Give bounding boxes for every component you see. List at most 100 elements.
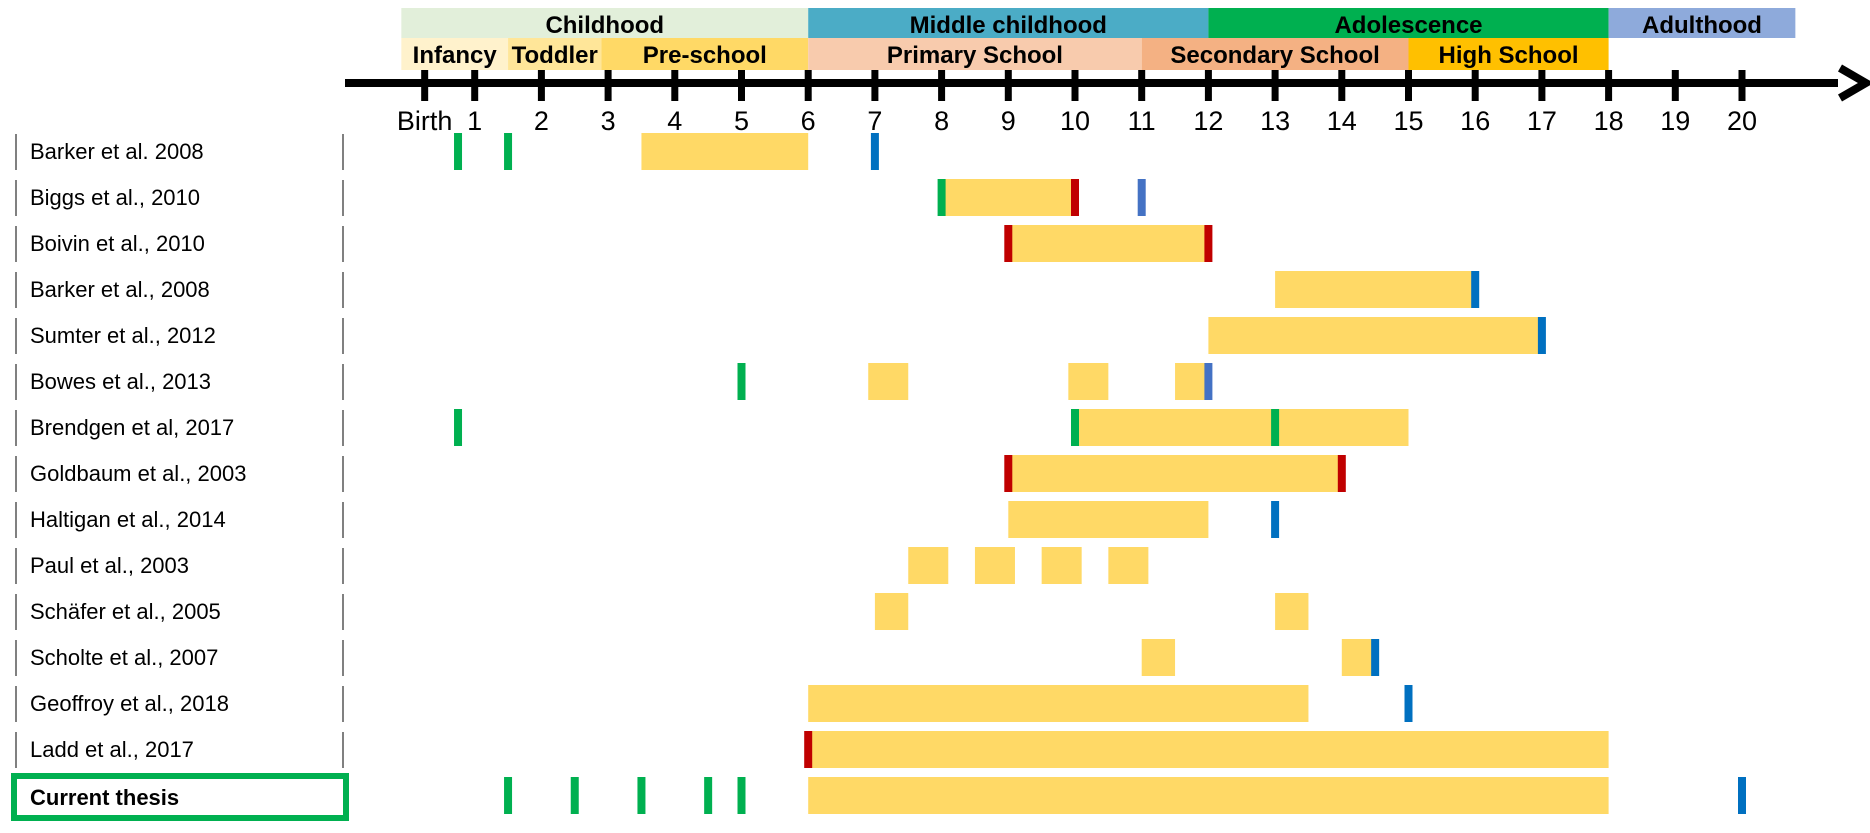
assessment-marker-green <box>737 363 746 400</box>
assessment-marker-green <box>937 179 946 216</box>
study-period-bar <box>808 731 1609 768</box>
tick-label-birth: Birth <box>397 106 453 136</box>
assessment-marker-green <box>570 777 579 814</box>
assessment-marker-green <box>1271 409 1280 446</box>
substage-label-infancy: Infancy <box>413 42 498 69</box>
assessment-marker-lightblue <box>1137 179 1146 216</box>
assessment-marker-blue <box>1537 317 1546 354</box>
substage-band-toddler <box>508 38 602 70</box>
study-label: Current thesis <box>30 785 179 810</box>
assessment-marker-green <box>704 777 713 814</box>
assessment-marker-green <box>454 409 463 446</box>
study-period-bar <box>641 133 809 170</box>
study-label: Goldbaum et al., 2003 <box>30 461 246 486</box>
assessment-marker-green <box>637 777 646 814</box>
study-label: Scholte et al., 2007 <box>30 645 218 670</box>
tick-label-19: 19 <box>1660 106 1690 136</box>
study-row: Boivin et al., 2010 <box>15 225 1213 262</box>
stage-label-adulthood: Adulthood <box>1642 12 1762 39</box>
study-row: Schäfer et al., 2005 <box>15 593 1309 630</box>
study-label: Brendgen et al, 2017 <box>30 415 234 440</box>
assessment-marker-green <box>1071 409 1079 446</box>
assessment-marker-red <box>1004 225 1013 262</box>
substage-band-pre-school <box>601 38 809 70</box>
stage-band-adolescence <box>1208 8 1609 38</box>
study-label: Haltigan et al., 2014 <box>30 507 226 532</box>
assessment-marker-blue <box>1371 639 1380 676</box>
tick-label-5: 5 <box>734 106 749 136</box>
study-row: Scholte et al., 2007 <box>15 639 1380 676</box>
tick-label-13: 13 <box>1260 106 1290 136</box>
study-row: Sumter et al., 2012 <box>15 317 1546 354</box>
stage-band-middle-childhood <box>808 8 1209 38</box>
tick-label-6: 6 <box>801 106 816 136</box>
substage-band-high-school <box>1408 38 1609 70</box>
tick-label-20: 20 <box>1727 106 1757 136</box>
study-period-bar <box>1008 225 1209 262</box>
assessment-marker-red <box>804 731 813 768</box>
study-row: Paul et al., 2003 <box>15 547 1149 584</box>
study-period-bar <box>908 547 949 584</box>
study-period-bar <box>1275 593 1309 630</box>
tick-label-7: 7 <box>867 106 882 136</box>
assessment-marker-red <box>1004 455 1013 492</box>
substage-band-primary-school <box>808 38 1142 70</box>
assessment-marker-blue <box>1738 777 1746 814</box>
assessment-marker-green <box>737 777 746 814</box>
study-period-bar <box>874 593 909 630</box>
study-period-bar <box>1008 455 1342 492</box>
stage-label-middle-childhood: Middle childhood <box>910 12 1107 39</box>
study-period-bar <box>868 363 909 400</box>
tick-label-1: 1 <box>467 106 482 136</box>
study-period-bar <box>1041 547 1082 584</box>
study-rows: Barker et al. 2008 Biggs et al., 2010 Boiv… <box>11 133 1746 821</box>
assessment-marker-green <box>504 133 513 170</box>
study-label: Geoffroy et al., 2018 <box>30 691 229 716</box>
assessment-marker-green <box>454 133 463 170</box>
axis-arrowhead <box>1838 64 1870 102</box>
tick-label-4: 4 <box>667 106 682 136</box>
substage-label-primary-school: Primary School <box>887 42 1063 69</box>
assessment-marker-red <box>1337 455 1346 492</box>
stage-band-adulthood <box>1608 8 1796 38</box>
tick-label-16: 16 <box>1460 106 1490 136</box>
study-period-bar <box>1208 317 1542 354</box>
study-row: Ladd et al., 2017 <box>15 731 1609 768</box>
study-period-bar <box>941 179 1075 216</box>
assessment-marker-green <box>504 777 513 814</box>
tick-label-12: 12 <box>1193 106 1223 136</box>
tick-label-10: 10 <box>1060 106 1090 136</box>
tick-label-8: 8 <box>934 106 949 136</box>
study-label: Barker et al. 2008 <box>30 139 204 164</box>
current-thesis-highlight-box <box>11 773 349 821</box>
study-period-bar <box>1141 639 1176 676</box>
stage-label-childhood: Childhood <box>545 12 664 39</box>
tick-label-17: 17 <box>1527 106 1557 136</box>
study-period-bar <box>1068 363 1109 400</box>
study-row: Geoffroy et al., 2018 <box>15 685 1413 722</box>
study-period-bar <box>1175 363 1209 400</box>
study-label: Paul et al., 2003 <box>30 553 189 578</box>
study-period-bar <box>808 777 1609 814</box>
study-label: Bowes et al., 2013 <box>30 369 211 394</box>
study-period-bar <box>974 547 1015 584</box>
stage-band-childhood <box>401 8 809 38</box>
study-period-bar <box>1008 501 1209 538</box>
substage-label-secondary-school: Secondary School <box>1170 42 1379 69</box>
tick-label-14: 14 <box>1327 106 1357 136</box>
study-period-bar <box>1075 409 1409 446</box>
tick-label-15: 15 <box>1393 106 1423 136</box>
substage-label-pre-school: Pre-school <box>643 42 767 69</box>
life-stage-bands: Childhood Middle childhood Adolescence Adul… <box>401 8 1796 70</box>
study-period-bar <box>1341 639 1376 676</box>
study-label: Biggs et al., 2010 <box>30 185 200 210</box>
study-label: Ladd et al., 2017 <box>30 737 194 762</box>
study-row: Barker et al., 2008 <box>15 271 1480 308</box>
study-row: Haltigan et al., 2014 <box>15 501 1280 538</box>
tick-label-3: 3 <box>601 106 616 136</box>
study-row: Current thesis <box>11 773 1746 821</box>
substage-label-high-school: High School <box>1439 42 1579 69</box>
assessment-marker-lightblue <box>1204 363 1213 400</box>
assessment-marker-red <box>1071 179 1079 216</box>
